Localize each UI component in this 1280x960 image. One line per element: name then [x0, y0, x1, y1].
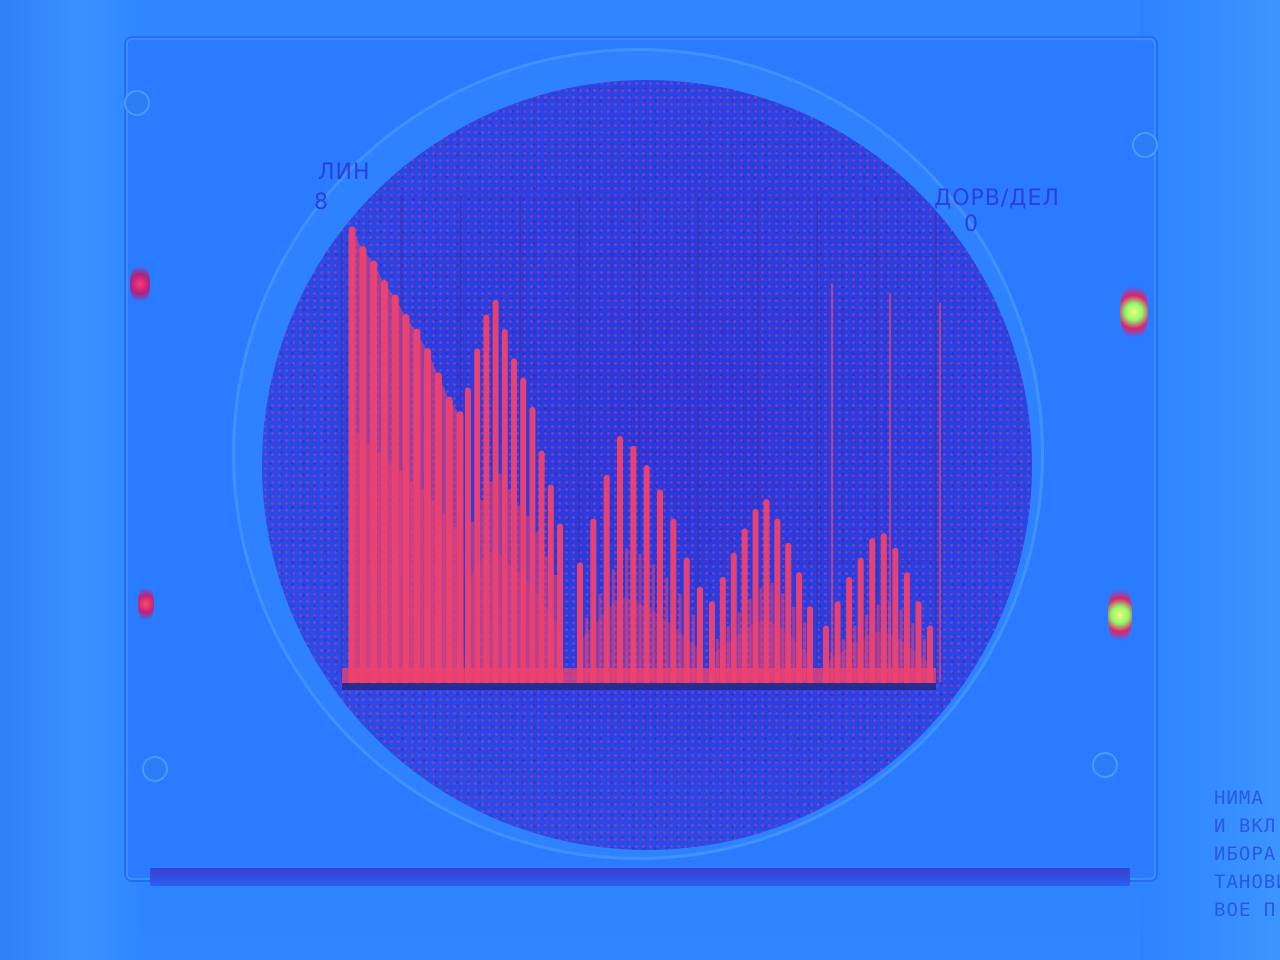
- mount-screw-bottom-right: [1092, 752, 1118, 778]
- device-left-housing: [0, 0, 140, 960]
- instruction-line-2: И ВКЛ: [1214, 815, 1277, 837]
- scale-label-db-div: ДОРВ/ДЕЛ: [934, 186, 1060, 211]
- instruction-line-4: ТАНОВИ: [1214, 871, 1280, 893]
- mount-screw-top-right: [1132, 132, 1158, 158]
- crt-screen: [262, 80, 1032, 850]
- indicator-light-left-upper: [130, 262, 150, 306]
- baseline-shadow: [342, 683, 936, 690]
- indicator-light-right-upper: [1120, 282, 1148, 342]
- indicator-light-right-lower: [1108, 584, 1132, 646]
- mount-screw-bottom-left: [142, 756, 168, 782]
- scale-label-db-value: 0: [964, 212, 979, 237]
- trace-group: [341, 195, 941, 690]
- bezel-bottom-edge: [150, 868, 1130, 886]
- panel-instructions-text: НИМА И ВКЛ ИБОРА ТАНОВИ ВОЕ П: [1214, 784, 1280, 924]
- instruction-line-5: ВОЕ П: [1214, 899, 1277, 921]
- instruction-line-3: ИБОРА: [1214, 843, 1277, 865]
- scale-label-lin-value: 8: [314, 190, 329, 215]
- scale-label-lin: ЛИН: [318, 160, 371, 185]
- device-right-housing: [1140, 0, 1280, 960]
- spectrum-baseline: [342, 668, 936, 684]
- indicator-light-left-lower: [138, 584, 154, 624]
- instruction-line-1: НИМА: [1214, 787, 1264, 809]
- mount-screw-top-left: [124, 90, 150, 116]
